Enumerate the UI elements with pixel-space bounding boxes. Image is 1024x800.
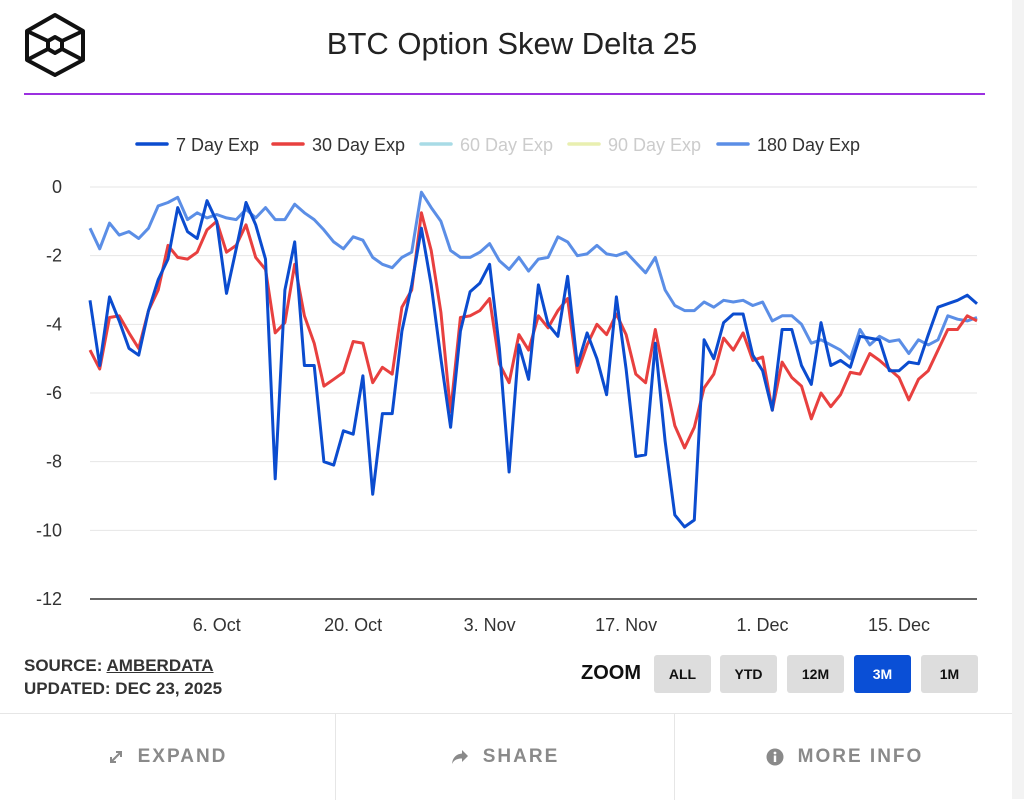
- title-divider: [24, 93, 985, 95]
- chart-title: BTC Option Skew Delta 25: [326, 26, 698, 61]
- x-axis: 6. Oct 20. Oct 3. Nov 17. Nov 1. Dec 15. Dec: [90, 598, 977, 635]
- legend-item[interactable]: 7 Day Exp: [135, 135, 259, 155]
- legend-label: 30 Day Exp: [312, 135, 405, 155]
- info-circle-icon: [766, 748, 784, 766]
- series-line-7-day-exp: [88, 199, 978, 529]
- y-tick-label: -2: [46, 246, 62, 266]
- source-label: SOURCE:: [24, 656, 103, 675]
- zoom-ytd-button[interactable]: YTD: [720, 655, 777, 693]
- x-tick-label: 20. Oct: [324, 615, 382, 635]
- amberdata-logo: [25, 13, 85, 77]
- x-tick-label: 3. Nov: [464, 615, 516, 635]
- legend-item[interactable]: 60 Day Exp: [419, 135, 553, 155]
- x-tick-label: 6. Oct: [193, 615, 241, 635]
- expand-button[interactable]: EXPAND: [0, 714, 335, 800]
- x-tick-label: 15. Dec: [868, 615, 930, 635]
- expand-label: EXPAND: [137, 746, 228, 767]
- legend-item[interactable]: 180 Day Exp: [716, 135, 860, 155]
- zoom-12m-button[interactable]: 12M: [787, 655, 844, 693]
- legend-label: 180 Day Exp: [757, 135, 860, 155]
- share-arrow-icon: [451, 750, 468, 764]
- more-info-label: MORE INFO: [797, 746, 924, 767]
- y-tick-label: -10: [36, 520, 62, 540]
- y-tick-label: -6: [46, 383, 62, 403]
- share-button[interactable]: SHARE: [335, 714, 674, 800]
- series-lines: [88, 190, 978, 529]
- source-link[interactable]: AMBERDATA: [106, 656, 214, 675]
- more-info-button[interactable]: MORE INFO: [674, 714, 1014, 800]
- zoom-3m-button[interactable]: 3M: [854, 655, 911, 693]
- legend-label: 7 Day Exp: [176, 135, 259, 155]
- share-label: SHARE: [482, 746, 560, 767]
- updated-date: UPDATED: DEC 23, 2025: [24, 679, 223, 698]
- x-tick-label: 17. Nov: [595, 615, 657, 635]
- legend-item[interactable]: 30 Day Exp: [271, 135, 405, 155]
- expand-arrows-icon: [109, 751, 122, 763]
- legend: 7 Day Exp 30 Day Exp 60 Day Exp 90 Day Exp 1…: [135, 135, 860, 155]
- y-tick-label: -4: [46, 314, 62, 334]
- zoom-all-button[interactable]: ALL: [654, 655, 711, 693]
- page-scrollbar[interactable]: [1012, 0, 1024, 799]
- series-line-180-day-exp: [88, 190, 978, 361]
- legend-label: 60 Day Exp: [460, 135, 553, 155]
- zoom-1m-button[interactable]: 1M: [921, 655, 978, 693]
- x-tick-label: 1. Dec: [737, 615, 789, 635]
- y-tick-label: -12: [36, 589, 62, 609]
- line-chart: 7 Day Exp 30 Day Exp 60 Day Exp 90 Day Exp 1…: [36, 135, 978, 635]
- legend-label: 90 Day Exp: [608, 135, 701, 155]
- legend-item[interactable]: 90 Day Exp: [567, 135, 701, 155]
- y-tick-label: -8: [46, 452, 62, 472]
- y-tick-label: 0: [52, 177, 62, 197]
- y-axis: 0 -2 -4 -6 -8 -10 -12: [36, 177, 62, 609]
- zoom-label: ZOOM: [581, 662, 641, 684]
- footer-actions: EXPAND SHARE MORE INFO: [0, 713, 1012, 800]
- source-info: SOURCE: AMBERDATA UPDATED: DEC 23, 2025: [24, 654, 222, 700]
